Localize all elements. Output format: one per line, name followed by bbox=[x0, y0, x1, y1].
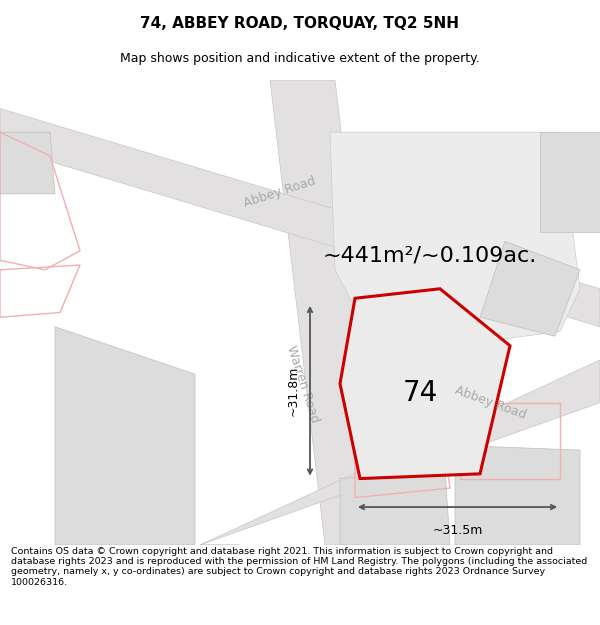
Polygon shape bbox=[455, 446, 580, 545]
Text: ~31.8m: ~31.8m bbox=[287, 366, 300, 416]
Polygon shape bbox=[0, 132, 55, 194]
Polygon shape bbox=[270, 80, 390, 545]
Text: ~441m²/~0.109ac.: ~441m²/~0.109ac. bbox=[323, 246, 537, 266]
Text: ~31.5m: ~31.5m bbox=[433, 524, 482, 537]
Text: Contains OS data © Crown copyright and database right 2021. This information is : Contains OS data © Crown copyright and d… bbox=[11, 547, 587, 587]
Text: Map shows position and indicative extent of the property.: Map shows position and indicative extent… bbox=[120, 52, 480, 65]
Text: 74: 74 bbox=[403, 379, 437, 407]
Polygon shape bbox=[340, 469, 450, 545]
Polygon shape bbox=[340, 289, 510, 479]
Polygon shape bbox=[55, 327, 195, 545]
Polygon shape bbox=[330, 132, 580, 355]
Polygon shape bbox=[540, 132, 600, 232]
Text: 74, ABBEY ROAD, TORQUAY, TQ2 5NH: 74, ABBEY ROAD, TORQUAY, TQ2 5NH bbox=[140, 16, 460, 31]
Text: Abbey Road: Abbey Road bbox=[452, 384, 527, 422]
Polygon shape bbox=[0, 109, 600, 327]
Text: Warren Road: Warren Road bbox=[284, 344, 322, 424]
Polygon shape bbox=[200, 360, 600, 545]
Text: Abbey Road: Abbey Road bbox=[242, 174, 317, 210]
Polygon shape bbox=[480, 241, 580, 336]
